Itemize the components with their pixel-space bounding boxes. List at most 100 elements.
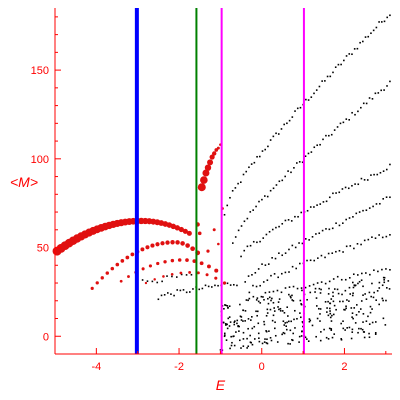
black-point xyxy=(319,292,322,294)
red-point xyxy=(185,258,189,262)
black-point xyxy=(244,281,247,283)
black-point xyxy=(352,216,354,218)
black-point xyxy=(362,40,364,43)
black-point xyxy=(292,285,295,288)
red-point xyxy=(163,260,167,264)
black-point xyxy=(240,225,243,227)
black-point xyxy=(256,310,259,313)
black-point xyxy=(342,121,345,124)
red-point xyxy=(206,249,210,253)
black-point xyxy=(285,325,287,327)
black-point xyxy=(335,250,337,253)
black-point xyxy=(283,332,286,335)
black-point xyxy=(385,299,387,302)
black-point xyxy=(375,203,378,205)
red-point xyxy=(153,278,156,281)
black-point xyxy=(265,330,267,332)
black-point xyxy=(348,217,351,219)
black-point xyxy=(277,301,280,303)
black-point xyxy=(309,259,312,262)
black-point xyxy=(336,275,339,278)
black-point xyxy=(382,299,384,302)
black-point xyxy=(271,319,274,322)
black-point xyxy=(389,268,391,271)
black-point xyxy=(362,321,364,323)
black-point xyxy=(299,299,302,302)
black-point xyxy=(321,229,324,232)
black-point xyxy=(389,80,391,83)
red-point xyxy=(197,183,206,192)
black-point xyxy=(268,296,271,299)
black-point xyxy=(304,155,307,157)
black-point xyxy=(340,278,343,281)
black-point xyxy=(288,293,290,296)
black-point xyxy=(161,280,163,283)
red-point xyxy=(209,154,215,160)
black-point xyxy=(310,96,313,98)
black-point xyxy=(336,126,339,128)
red-point xyxy=(207,264,211,269)
black-point xyxy=(324,301,327,303)
black-point xyxy=(319,313,321,315)
black-point xyxy=(233,323,236,326)
black-point xyxy=(351,328,354,331)
black-point xyxy=(354,284,357,287)
black-point xyxy=(311,236,314,238)
black-point xyxy=(386,287,388,289)
black-point xyxy=(322,201,325,203)
black-point xyxy=(257,268,260,270)
black-point xyxy=(284,252,287,254)
black-point xyxy=(267,145,269,148)
red-point xyxy=(100,276,104,280)
black-point xyxy=(342,222,344,224)
black-point xyxy=(294,309,296,312)
black-point xyxy=(234,236,237,238)
black-point xyxy=(253,338,256,340)
black-point xyxy=(283,312,286,314)
black-point xyxy=(280,291,283,294)
black-point xyxy=(249,334,251,337)
black-point xyxy=(266,195,269,198)
red-point xyxy=(120,259,125,263)
black-point xyxy=(338,191,341,194)
black-point xyxy=(308,239,310,241)
black-point xyxy=(269,189,272,192)
black-point xyxy=(261,263,263,265)
black-point xyxy=(293,167,295,169)
black-point xyxy=(335,222,337,225)
black-point xyxy=(385,196,388,198)
black-point xyxy=(344,289,347,292)
black-point xyxy=(185,274,188,276)
red-point xyxy=(148,264,152,268)
black-point xyxy=(344,186,347,189)
black-point xyxy=(270,299,272,302)
black-point xyxy=(309,319,312,322)
black-point xyxy=(333,304,336,307)
black-point xyxy=(332,71,334,74)
black-point xyxy=(269,336,272,339)
black-point xyxy=(279,307,282,310)
black-point xyxy=(291,244,294,247)
black-point xyxy=(305,98,307,101)
black-point xyxy=(287,219,290,221)
black-point xyxy=(296,287,299,290)
black-point xyxy=(246,245,249,248)
black-point xyxy=(265,314,268,317)
black-point xyxy=(298,341,300,343)
black-point xyxy=(352,286,355,289)
black-point xyxy=(386,85,388,87)
black-point xyxy=(351,53,353,56)
black-point xyxy=(284,322,287,324)
black-point xyxy=(294,215,296,218)
black-point xyxy=(266,342,269,345)
red-point xyxy=(199,261,204,266)
black-point xyxy=(368,97,371,99)
black-point xyxy=(266,338,268,341)
red-point xyxy=(216,146,220,150)
red-point xyxy=(182,228,188,234)
black-point xyxy=(146,280,149,282)
black-point xyxy=(237,229,240,232)
black-point xyxy=(229,321,232,323)
